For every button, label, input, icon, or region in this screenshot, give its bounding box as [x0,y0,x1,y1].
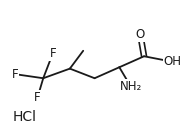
Text: O: O [136,28,145,41]
Text: F: F [34,91,41,104]
Text: HCl: HCl [12,110,36,124]
Text: F: F [49,47,56,60]
Text: OH: OH [164,55,182,68]
Text: NH₂: NH₂ [120,80,142,93]
Text: F: F [11,68,18,81]
